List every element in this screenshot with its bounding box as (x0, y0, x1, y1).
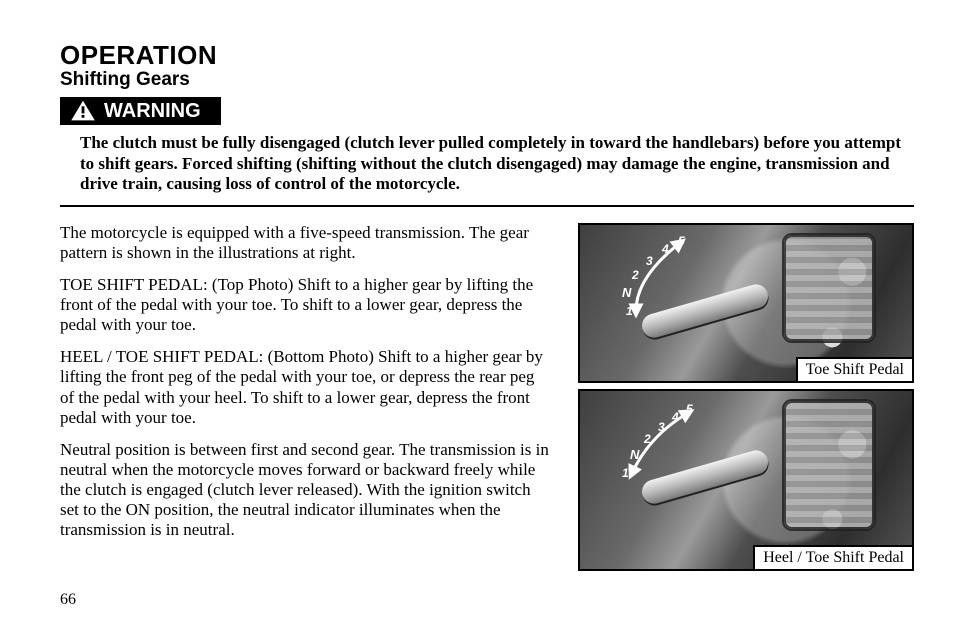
page-number: 66 (60, 591, 76, 609)
section-rule (60, 205, 914, 207)
figure-toe-shift: 1 N 2 3 4 5 Toe Shift Pedal (578, 223, 914, 383)
body-paragraph: HEEL / TOE SHIFT PEDAL: (Bottom Photo) S… (60, 347, 552, 427)
page-title: OPERATION (60, 40, 914, 71)
warning-label: WARNING (104, 100, 201, 123)
warning-text: The clutch must be fully disengaged (clu… (80, 133, 904, 195)
photo-placeholder (580, 391, 912, 569)
manual-page: OPERATION Shifting Gears WARNING The clu… (0, 0, 954, 627)
body-paragraph: The motorcycle is equipped with a five-s… (60, 223, 552, 263)
figure-caption: Toe Shift Pedal (796, 357, 912, 381)
warning-icon (68, 100, 98, 122)
header-block: OPERATION Shifting Gears (60, 40, 914, 91)
figure-column: 1 N 2 3 4 5 Toe Shift Pedal (578, 223, 914, 577)
body-paragraph: TOE SHIFT PEDAL: (Top Photo) Shift to a … (60, 275, 552, 335)
content-columns: The motorcycle is equipped with a five-s… (60, 223, 914, 577)
page-subtitle: Shifting Gears (60, 69, 914, 91)
body-paragraph: Neutral position is between first and se… (60, 440, 552, 540)
figure-heel-toe-shift: 1 N 2 3 4 5 Heel / Toe Shift Pedal (578, 389, 914, 571)
figure-caption: Heel / Toe Shift Pedal (753, 545, 912, 569)
body-column: The motorcycle is equipped with a five-s… (60, 223, 552, 577)
warning-badge: WARNING (60, 97, 221, 125)
